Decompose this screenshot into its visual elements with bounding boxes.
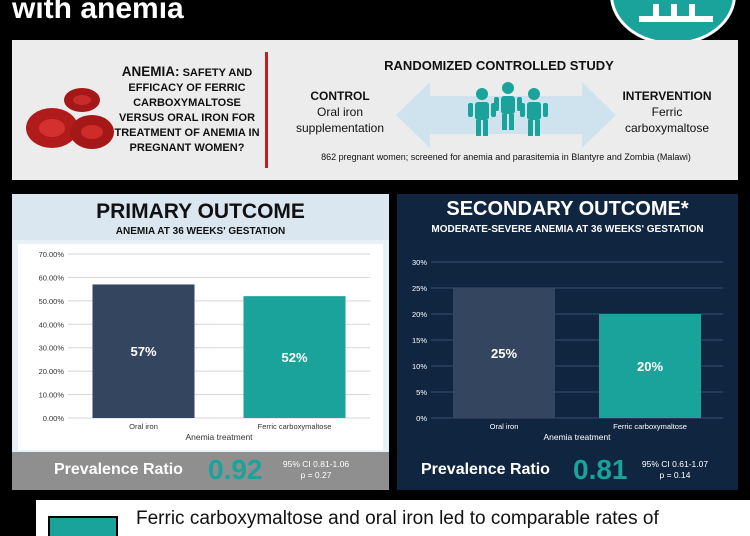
secondary-title: SECONDARY OUTCOME* (446, 198, 689, 220)
primary-y-tick-label: 50.00% (39, 297, 65, 306)
primary-data-label: 52% (281, 350, 307, 365)
conclusion-text: Ferric carboxymaltose and oral iron led … (136, 508, 659, 529)
secondary-data-label: 25% (491, 346, 517, 361)
intervention-line1: Ferric (651, 105, 683, 119)
primary-y-tick-label: 10.00% (39, 391, 65, 400)
control-arm: CONTROL Oral iron supplementation (290, 88, 390, 136)
primary-ci: 95% CI 0.81-1.06 p = 0.27 (276, 459, 356, 481)
secondary-chart: 0% 5% 10% 15% 20% 25% 30% 25% Oral iron 20% Ferric… (412, 258, 723, 442)
primary-y-tick-label: 0.00% (43, 414, 65, 423)
secondary-pr-label: Prevalence Ratio (421, 461, 550, 478)
building-icon (639, 4, 713, 22)
primary-y-tick-label: 20.00% (39, 367, 65, 376)
primary-subtitle: ANEMIA AT 36 WEEKS' GESTATION (115, 226, 286, 237)
red-blood-cells-icon (26, 88, 114, 149)
primary-bar-ferric-carboxymaltose (243, 296, 346, 418)
secondary-y-tick-label: 20% (412, 310, 427, 319)
control-line2: supplementation (295, 121, 385, 135)
secondary-pr-value: 0.81 (573, 454, 628, 485)
header: with anemia (0, 0, 750, 45)
secondary-data-label: 20% (637, 359, 663, 374)
primary-x-axis-label: Anemia treatment (185, 432, 253, 442)
randomization-arrow-icon (396, 82, 616, 148)
primary-y-tick-label: 60.00% (39, 273, 65, 282)
primary-titlebar (12, 194, 389, 240)
secondary-bar-ferric-carboxymaltose (599, 314, 701, 418)
study-question-text: SAFETY AND EFFICACY OF FERRIC CARBOXYMAL… (114, 67, 260, 154)
secondary-p-text: p = 0.14 (659, 470, 691, 480)
control-line1: Oral iron (316, 105, 363, 119)
primary-y-tick-label: 30.00% (39, 344, 65, 353)
primary-pr-value: 0.92 (208, 454, 263, 485)
primary-chart: 0.00% 10.00% 20.00% 30.00% 40.00% 50.00% 60.00… (18, 244, 383, 450)
primary-y-tick-label: 70.00% (39, 250, 65, 259)
control-label: CONTROL (310, 89, 370, 103)
divider (265, 52, 268, 168)
secondary-bar-oral-iron (453, 288, 555, 418)
study-panel: ANEMIA: SAFETY AND EFFICACY OF FERRIC CA… (12, 40, 738, 180)
secondary-y-tick-label: 5% (416, 388, 427, 397)
secondary-x-axis-label: Anemia treatment (543, 432, 611, 442)
primary-footer: Prevalence Ratio 0.92 95% CI 0.81-1.06 p… (12, 452, 389, 490)
secondary-x-tick-label: Oral iron (490, 422, 519, 431)
people-icon (468, 82, 548, 136)
primary-x-tick-label: Oral iron (129, 422, 158, 431)
primary-ci-text: 95% CI 0.81-1.06 (282, 459, 350, 469)
intervention-label: INTERVENTION (622, 89, 712, 103)
secondary-y-tick-label: 15% (412, 336, 427, 345)
intervention-arm: INTERVENTION Ferric carboxymaltose (612, 88, 722, 136)
rct-title: RANDOMIZED CONTROLLED STUDY (384, 58, 614, 73)
primary-data-label: 57% (130, 344, 156, 359)
secondary-ci-text: 95% CI 0.61-1.07 (641, 459, 709, 469)
secondary-y-tick-label: 10% (412, 362, 427, 371)
secondary-y-tick-label: 25% (412, 284, 427, 293)
conclusion-panel: Ferric carboxymaltose and oral iron led … (36, 500, 750, 536)
study-note: 862 pregnant women; screened for anemia … (321, 152, 691, 162)
intervention-line2: carboxymaltose (624, 121, 710, 135)
secondary-subtitle: MODERATE-SEVERE ANEMIA AT 36 WEEKS' GEST… (431, 224, 704, 235)
page-title: with anemia (12, 0, 184, 25)
conclusion-icon (48, 516, 118, 536)
primary-bar-oral-iron (92, 284, 195, 418)
study-question: ANEMIA: SAFETY AND EFFICACY OF FERRIC CA… (112, 64, 262, 156)
primary-title: PRIMARY OUTCOME (96, 200, 305, 223)
primary-outcome-panel: PRIMARY OUTCOME ANEMIA AT 36 WEEKS' GEST… (12, 194, 389, 490)
anemia-word: ANEMIA: (121, 64, 180, 79)
secondary-y-tick-label: 30% (412, 258, 427, 267)
secondary-ci: 95% CI 0.61-1.07 p = 0.14 (635, 459, 715, 481)
secondary-footer: Prevalence Ratio 0.81 95% CI 0.61-1.07 p… (397, 452, 738, 490)
primary-p-text: p = 0.27 (300, 470, 332, 480)
primary-x-tick-label: Ferric carboxymaltose (258, 422, 332, 431)
secondary-y-tick-label: 0% (416, 414, 427, 423)
primary-y-tick-label: 40.00% (39, 320, 65, 329)
secondary-x-tick-label: Ferric carboxymaltose (613, 422, 687, 431)
primary-pr-label: Prevalence Ratio (54, 461, 183, 478)
logo (610, 0, 736, 45)
secondary-outcome-panel: SECONDARY OUTCOME* MODERATE-SEVERE ANEMI… (397, 194, 738, 490)
